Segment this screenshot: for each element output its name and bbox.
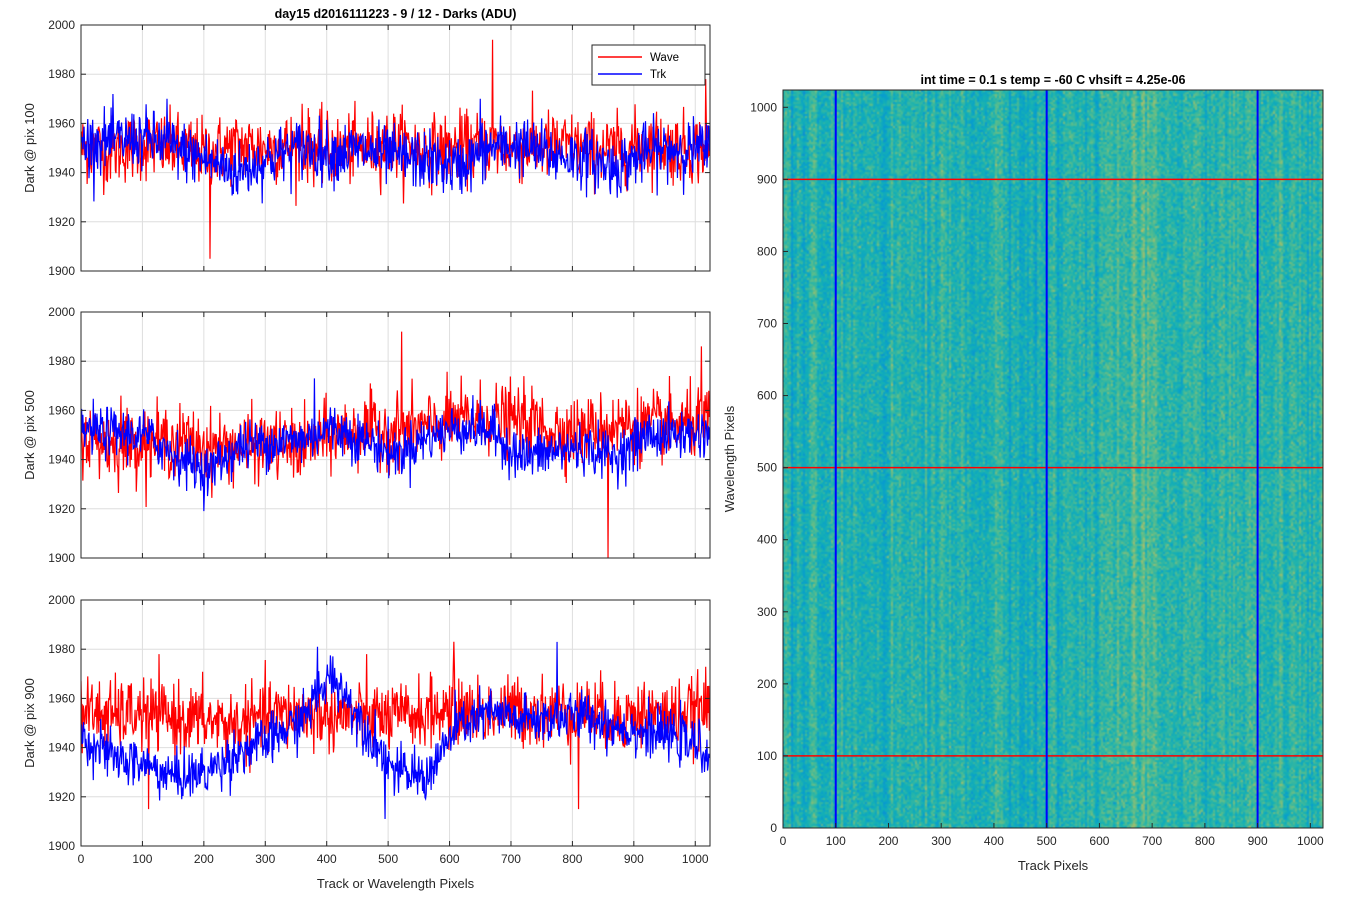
x-tick-label: 300 — [931, 834, 951, 848]
x-tick-label: 800 — [1195, 834, 1215, 848]
y-tick-label: 1900 — [48, 551, 75, 565]
y-tick-label: 2000 — [48, 593, 75, 607]
axes-box — [80, 311, 711, 559]
panel-top-ylabel: Dark @ pix 100 — [22, 103, 37, 193]
x-tick-label: 200 — [194, 852, 214, 866]
x-tick-label: 800 — [562, 852, 582, 866]
x-tick-label: 100 — [132, 852, 152, 866]
y-tick-label: 1940 — [48, 166, 75, 180]
panel-middle-ylabel: Dark @ pix 500 — [22, 390, 37, 480]
x-tick-label: 100 — [826, 834, 846, 848]
y-tick-label: 0 — [770, 821, 777, 835]
y-tick-label: 2000 — [48, 305, 75, 319]
heatmap-plot-area: 0 100 200 300 400 500 600 700 800 900 1000 0 100 200 3… — [750, 89, 1324, 848]
y-tick-label: 600 — [757, 389, 777, 403]
x-tick-label: 1000 — [1297, 834, 1324, 848]
x-tick-label: 0 — [780, 834, 787, 848]
y-tick-label: 2000 — [48, 18, 75, 32]
y-tick-label: 1900 — [48, 264, 75, 278]
y-tick-label: 200 — [757, 677, 777, 691]
y-tick-label: 500 — [757, 461, 777, 475]
y-tick-label: 100 — [757, 749, 777, 763]
panel-bottom-ylabel: Dark @ pix 900 — [22, 678, 37, 768]
y-tick-label: 800 — [757, 244, 777, 258]
heatmap-ylabel: Wavelength Pixels — [722, 405, 737, 512]
y-tick-label: 1940 — [48, 741, 75, 755]
x-tick-label: 500 — [1037, 834, 1057, 848]
heatmap-title: int time = 0.1 s temp = -60 C vhsift = 4… — [920, 73, 1185, 87]
panel-bottom-xlabel: Track or Wavelength Pixels — [317, 876, 475, 891]
y-tick-label: 1920 — [48, 502, 75, 516]
x-tick-label: 700 — [1142, 834, 1162, 848]
y-tick-label: 900 — [757, 172, 777, 186]
heatmap-image — [783, 90, 1323, 828]
y-tick-label: 1960 — [48, 403, 75, 417]
x-tick-label: 400 — [984, 834, 1004, 848]
y-tick-label: 400 — [757, 533, 777, 547]
x-tick-label: 0 — [78, 852, 85, 866]
series-line-trk — [81, 641, 710, 819]
legend: Wave Trk — [591, 44, 706, 86]
x-tick-label: 1000 — [682, 852, 709, 866]
y-tick-label: 1920 — [48, 215, 75, 229]
x-tick-label: 900 — [624, 852, 644, 866]
axes-box — [80, 24, 711, 272]
legend-box — [591, 44, 706, 86]
y-tick-label: 300 — [757, 605, 777, 619]
legend-wave-label: Wave — [650, 52, 679, 64]
panel-bottom-plot-area: 0 100 200 300 400 500 600 700 800 900 1000 1900 1920… — [48, 593, 711, 866]
x-tick-label: 500 — [378, 852, 398, 866]
x-tick-label: 200 — [878, 834, 898, 848]
x-tick-label: 900 — [1248, 834, 1268, 848]
y-tick-label: 1980 — [48, 354, 75, 368]
series-line-trk — [81, 93, 710, 204]
panel-middle-plot-area: 1900 1920 1940 1960 1980 2000 — [48, 305, 711, 565]
y-tick-label: 1960 — [48, 691, 75, 705]
x-tick-label: 700 — [501, 852, 521, 866]
x-tick-label: 600 — [440, 852, 460, 866]
x-tick-label: 300 — [255, 852, 275, 866]
y-tick-label: 1980 — [48, 642, 75, 656]
heatmap-xlabel: Track Pixels — [1018, 858, 1089, 873]
y-tick-label: 1980 — [48, 67, 75, 81]
y-tick-label: 1940 — [48, 453, 75, 467]
legend-trk-label: Trk — [650, 69, 666, 81]
panel-bottom-lineplot: Dark @ pix 900 Track or Wavelength Pixel… — [22, 593, 711, 891]
y-tick-label: 1000 — [750, 100, 777, 114]
y-tick-label: 1900 — [48, 839, 75, 853]
panel-top-title: day15 d2016111223 - 9 / 12 - Darks (ADU) — [275, 7, 517, 21]
x-tick-label: 600 — [1089, 834, 1109, 848]
panel-heatmap: int time = 0.1 s temp = -60 C vhsift = 4… — [722, 73, 1324, 873]
panel-middle-lineplot: Dark @ pix 500 1900 1920 1940 1960 1980 2000 — [22, 305, 711, 565]
y-tick-label: 1960 — [48, 116, 75, 130]
y-tick-label: 1920 — [48, 790, 75, 804]
axes-box — [782, 89, 1324, 829]
y-tick-label: 700 — [757, 317, 777, 331]
panel-top-lineplot: day15 d2016111223 - 9 / 12 - Darks (ADU)… — [22, 7, 711, 278]
series-line-trk — [81, 378, 710, 512]
x-tick-label: 400 — [317, 852, 337, 866]
axes-box — [80, 599, 711, 847]
